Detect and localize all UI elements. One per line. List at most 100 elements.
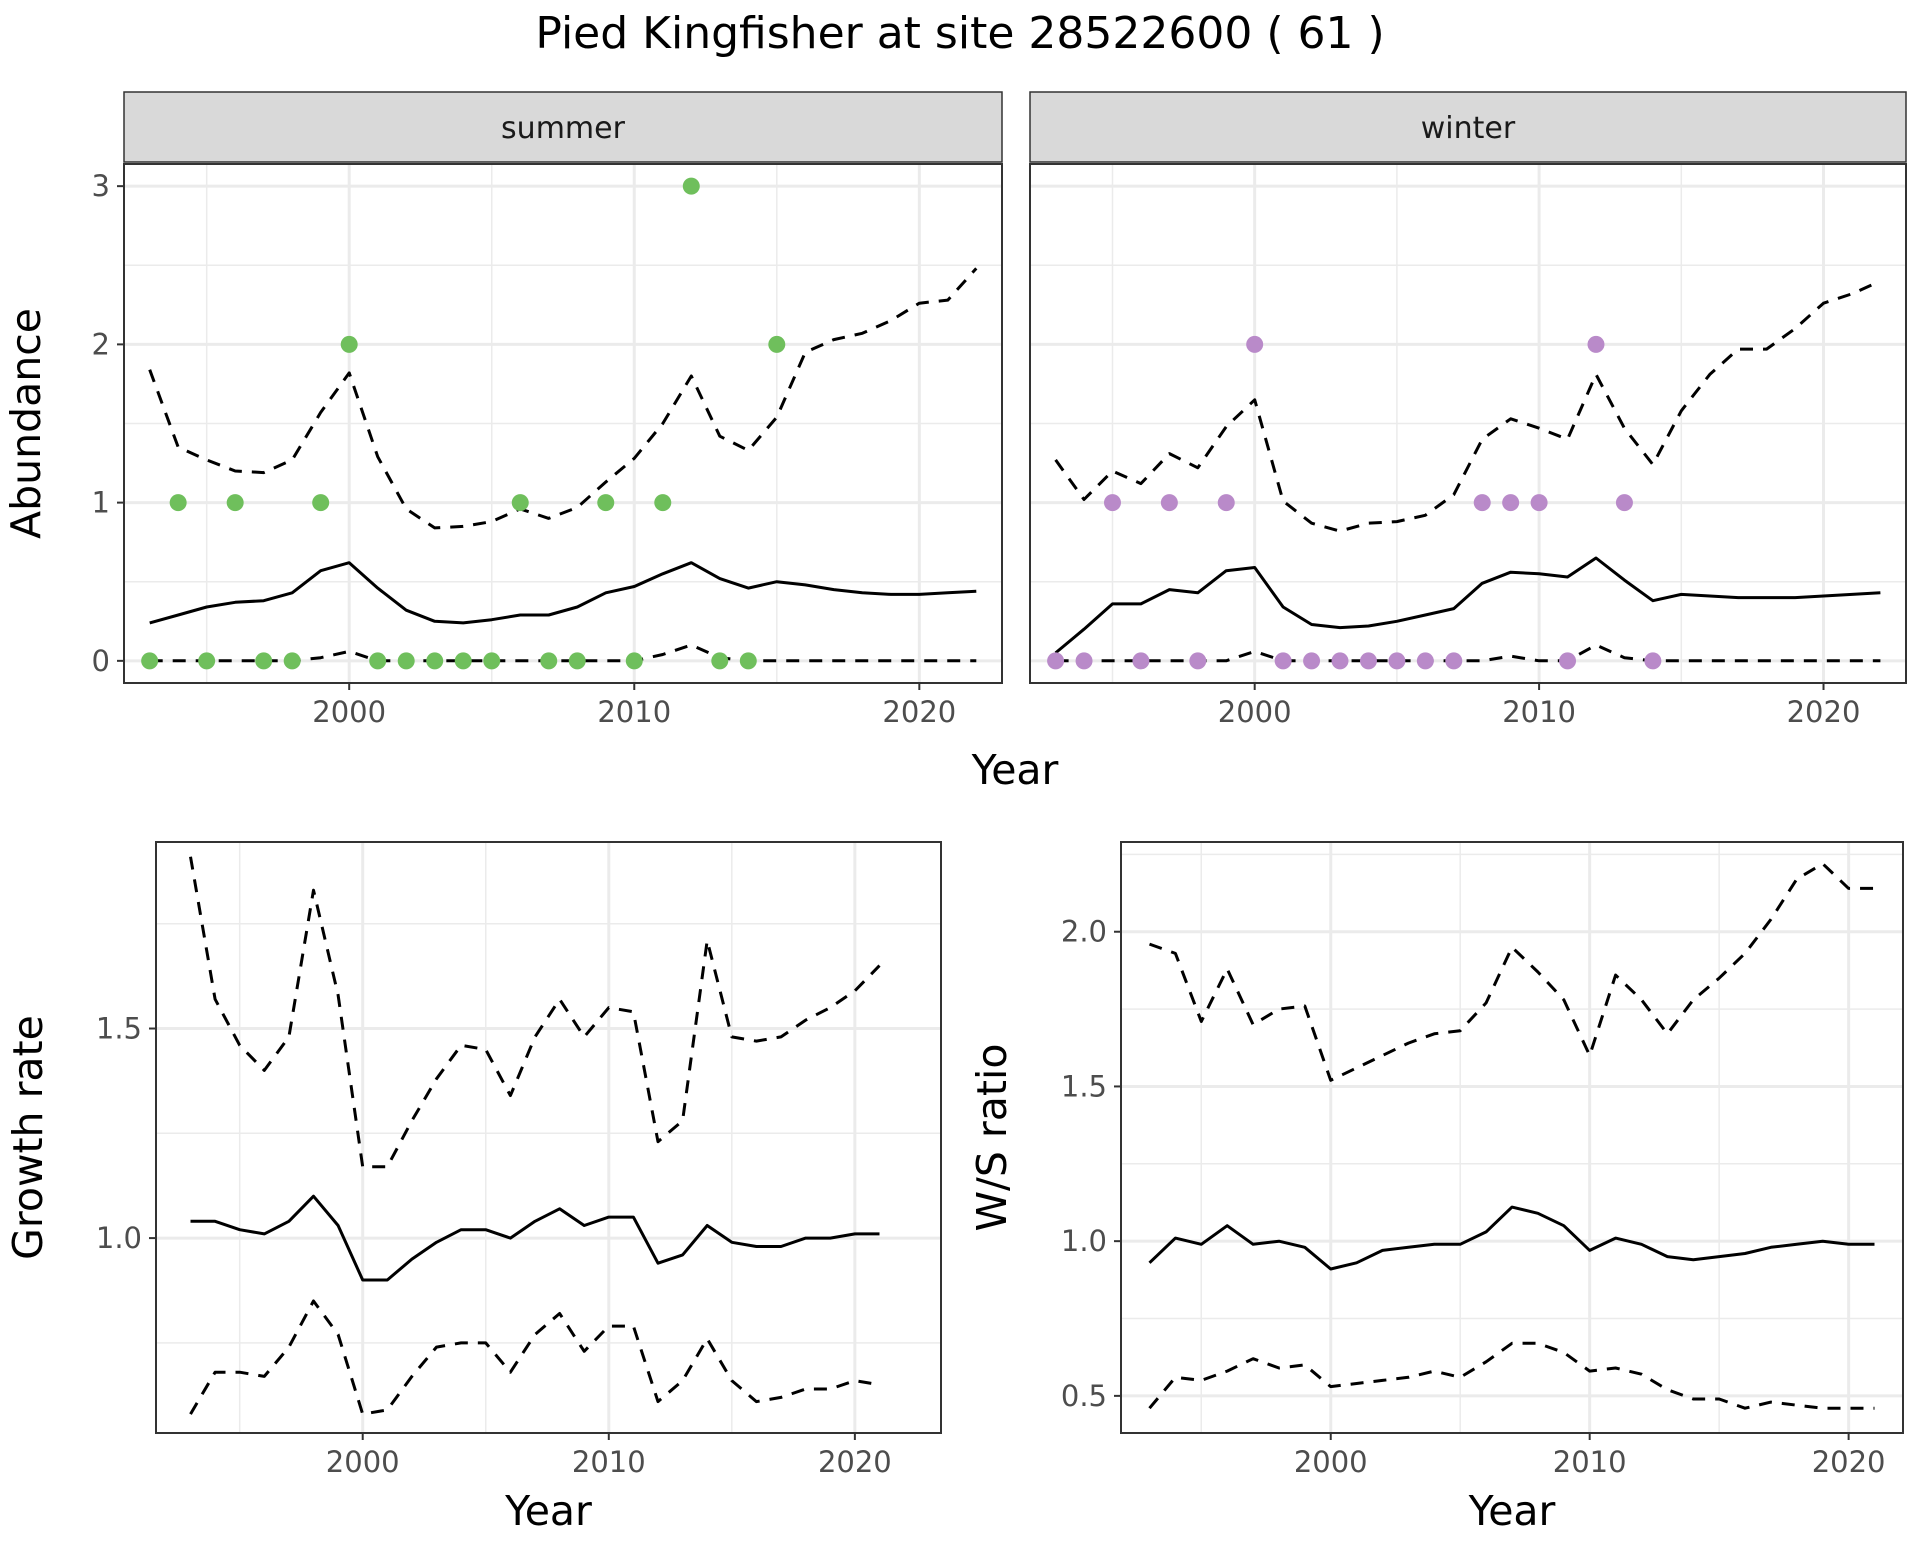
grid-minor — [1121, 842, 1903, 1433]
x-tick-label: 2020 — [818, 1445, 892, 1479]
series-line-upper — [148, 267, 978, 530]
data-point — [1473, 494, 1491, 512]
series-line-estimate — [149, 561, 977, 625]
data-point — [1303, 652, 1321, 670]
x-tick-label: 2000 — [312, 695, 386, 729]
series-line-lower — [1148, 1341, 1875, 1410]
series-line-lower — [189, 1299, 880, 1416]
data-point — [369, 652, 387, 670]
data-point — [511, 494, 529, 512]
panel-border — [1029, 163, 1907, 684]
x-tick-label: 2010 — [572, 1445, 646, 1479]
y-tick-label: 1.5 — [1061, 1069, 1107, 1103]
data-point — [397, 652, 415, 670]
y-axis-title: Abundance — [2, 308, 50, 539]
data-point — [255, 652, 273, 670]
grid-minor — [1030, 164, 1906, 683]
data-point — [682, 177, 700, 195]
series-line-estimate — [190, 1194, 880, 1282]
data-point — [198, 652, 216, 670]
data-point — [711, 652, 729, 670]
data-point — [1530, 494, 1548, 512]
data-point — [540, 652, 558, 670]
data-point — [1189, 652, 1207, 670]
data-point — [1160, 494, 1178, 512]
data-point — [141, 652, 159, 670]
data-point — [312, 494, 330, 512]
x-tick-label: 2000 — [1218, 695, 1292, 729]
x-tick-label: 2020 — [1787, 695, 1861, 729]
panel-4: 2000 2010 2020 0.5 1.0 1.5 2.0 W/S ratio Year — [968, 841, 1904, 1535]
y-axis-title: Growth rate — [4, 1015, 52, 1260]
data-point — [1103, 494, 1121, 512]
x-tick-label: 2010 — [597, 695, 671, 729]
data-point — [625, 652, 643, 670]
y-tick-label: 1.5 — [96, 1012, 142, 1046]
panel-border — [155, 841, 942, 1434]
x-tick-label: 2020 — [1812, 1445, 1886, 1479]
y-tick-label: 0 — [92, 644, 110, 678]
data-point — [283, 652, 301, 670]
y-tick-label: 2 — [92, 327, 110, 361]
y-tick-label: 1.0 — [1061, 1224, 1107, 1258]
data-point — [1416, 652, 1434, 670]
panel-2: winter 2000 2010 2020 — [1029, 91, 1907, 729]
data-point — [1047, 652, 1065, 670]
series-line-upper — [189, 856, 881, 1169]
data-point — [426, 652, 444, 670]
data-point — [454, 652, 472, 670]
facet-strip-label: winter — [1421, 111, 1516, 146]
facet-strip — [1029, 91, 1907, 163]
series-line-upper — [1148, 862, 1875, 1082]
data-point — [1217, 494, 1235, 512]
data-point — [1502, 494, 1520, 512]
data-point — [1075, 652, 1093, 670]
series-line-lower — [1055, 643, 1881, 663]
data-point — [768, 335, 786, 353]
panel-1: summer 2000 2010 2020 0 1 2 3 Abundance — [2, 91, 1003, 729]
data-points — [1047, 335, 1662, 670]
data-point — [568, 652, 586, 670]
series-line-estimate — [1148, 1205, 1875, 1271]
x-tick-label: 2000 — [1294, 1445, 1368, 1479]
x-axis-title-top: Year — [971, 746, 1059, 794]
y-axis-title: W/S ratio — [968, 1044, 1016, 1232]
panel-border — [123, 163, 1003, 684]
data-point — [226, 494, 244, 512]
series-line-upper — [1054, 279, 1882, 533]
data-point — [340, 335, 358, 353]
data-point — [654, 494, 672, 512]
data-point — [1644, 652, 1662, 670]
data-point — [1331, 652, 1349, 670]
data-point — [739, 652, 757, 670]
panel-3: 2000 2010 2020 1.0 1.5 Growth rate Year — [4, 841, 942, 1535]
data-point — [1559, 652, 1577, 670]
data-point — [483, 652, 501, 670]
x-axis-title: Year — [504, 1487, 592, 1535]
data-point — [1388, 652, 1406, 670]
y-tick-label: 2.0 — [1061, 915, 1107, 949]
grid-major — [1121, 842, 1903, 1433]
data-point — [597, 494, 615, 512]
chart-title: Pied Kingfisher at site 28522600 ( 61 ) — [535, 8, 1384, 59]
grid-minor — [156, 842, 941, 1433]
x-tick-label: 2010 — [1553, 1445, 1627, 1479]
data-points — [141, 177, 786, 670]
facet-strip — [123, 91, 1003, 163]
y-tick-label: 0.5 — [1061, 1379, 1107, 1413]
series-line-estimate — [1054, 556, 1881, 655]
facet-strip-label: summer — [501, 111, 626, 146]
y-tick-label: 3 — [92, 169, 110, 203]
grid-minor — [124, 164, 1002, 683]
panel-border — [1120, 841, 1904, 1434]
y-tick-label: 1.0 — [96, 1221, 142, 1255]
data-point — [1246, 335, 1264, 353]
y-tick-label: 1 — [92, 486, 110, 520]
x-tick-label: 2010 — [1502, 695, 1576, 729]
data-point — [1132, 652, 1150, 670]
data-point — [1615, 494, 1633, 512]
series-line-lower — [149, 643, 977, 663]
data-point — [169, 494, 187, 512]
